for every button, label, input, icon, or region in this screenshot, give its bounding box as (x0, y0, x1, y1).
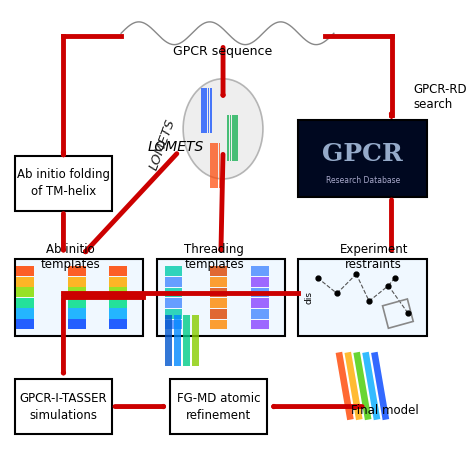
Text: Experiment
restraints: Experiment restraints (339, 243, 408, 271)
FancyBboxPatch shape (15, 156, 112, 211)
Text: LOMETS: LOMETS (148, 140, 204, 154)
FancyBboxPatch shape (15, 259, 143, 336)
Bar (205, 88, 207, 133)
Text: Ab initio
templates: Ab initio templates (40, 243, 100, 271)
Bar (232, 115, 234, 161)
Bar (234, 115, 236, 161)
Bar (237, 115, 238, 161)
Bar (383, 299, 413, 328)
Bar (362, 352, 380, 420)
Bar (219, 142, 220, 188)
Bar (210, 142, 211, 188)
Bar (251, 298, 269, 308)
Bar (165, 316, 172, 365)
Bar (174, 316, 181, 365)
Bar (210, 288, 228, 297)
Bar (230, 115, 231, 161)
Bar (345, 352, 363, 420)
Bar (109, 319, 127, 329)
Bar (192, 316, 199, 365)
Bar (165, 309, 182, 318)
Bar (183, 316, 190, 365)
Bar (210, 320, 228, 329)
Bar (68, 319, 86, 329)
Bar (109, 287, 127, 297)
Bar (68, 298, 86, 308)
Text: GPCR sequence: GPCR sequence (173, 44, 273, 58)
Bar (251, 288, 269, 297)
Bar (210, 309, 228, 318)
Bar (17, 308, 34, 318)
Bar (210, 267, 228, 276)
Bar (212, 142, 214, 188)
Bar (17, 277, 34, 287)
Bar (210, 298, 228, 308)
Bar (371, 352, 389, 420)
Bar (217, 142, 218, 188)
Bar (109, 266, 127, 276)
Bar (17, 319, 34, 329)
Bar (17, 298, 34, 308)
Text: LOMETS: LOMETS (148, 117, 178, 172)
Bar (228, 115, 229, 161)
Bar (210, 88, 211, 133)
FancyBboxPatch shape (299, 259, 427, 336)
Bar (214, 142, 216, 188)
Bar (203, 88, 205, 133)
Text: Ab initio folding
of TM-helix: Ab initio folding of TM-helix (17, 169, 110, 198)
Text: GPCR-I-TASSER
simulations: GPCR-I-TASSER simulations (19, 392, 107, 421)
FancyBboxPatch shape (156, 259, 285, 336)
Bar (251, 309, 269, 318)
Bar (109, 277, 127, 287)
Bar (17, 287, 34, 297)
Bar (17, 266, 34, 276)
Text: Threading
templates: Threading templates (184, 243, 244, 271)
Text: FG-MD atomic
refinement: FG-MD atomic refinement (177, 392, 260, 421)
Text: Final model: Final model (351, 404, 419, 417)
Bar (165, 288, 182, 297)
Bar (109, 308, 127, 318)
Bar (201, 88, 203, 133)
Bar (251, 277, 269, 287)
Bar (251, 267, 269, 276)
Bar (68, 277, 86, 287)
Ellipse shape (183, 79, 263, 179)
Text: Research Database: Research Database (326, 175, 400, 185)
Bar (210, 277, 228, 287)
FancyBboxPatch shape (170, 379, 267, 434)
Bar (251, 320, 269, 329)
FancyBboxPatch shape (15, 379, 112, 434)
Bar (165, 298, 182, 308)
Bar (165, 277, 182, 287)
Bar (68, 308, 86, 318)
Text: GPCR-RD
search: GPCR-RD search (414, 83, 467, 111)
Bar (165, 267, 182, 276)
Bar (208, 88, 210, 133)
Text: dis: dis (305, 291, 314, 304)
Bar (109, 298, 127, 308)
FancyBboxPatch shape (299, 120, 427, 197)
Bar (165, 320, 182, 329)
Text: GPCR: GPCR (322, 142, 403, 166)
Bar (353, 352, 372, 420)
Bar (336, 352, 354, 420)
Bar (68, 266, 86, 276)
Bar (68, 287, 86, 297)
